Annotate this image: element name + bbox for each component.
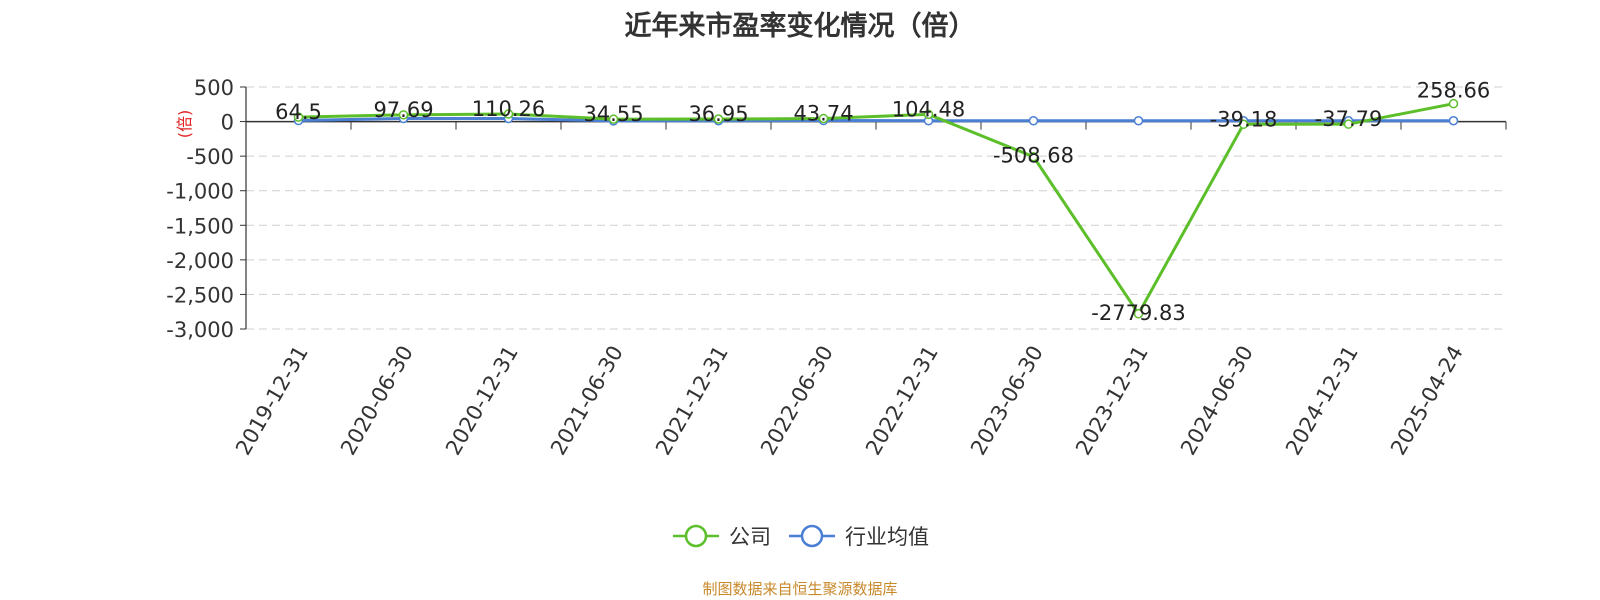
series-layer — [293, 98, 1459, 319]
label-layer: 64.5 97.69 110.26 34.55 36.95 43.74 104.48 -508… — [275, 79, 1490, 325]
data-label: 43.74 — [793, 102, 853, 126]
x-tick-label: 2020-06-30 — [336, 342, 418, 460]
data-point — [1343, 119, 1354, 129]
y-tick-label: -500 — [186, 145, 234, 169]
legend-label: 公司 — [729, 525, 771, 549]
x-tick-label: 2023-06-30 — [966, 342, 1048, 460]
x-tick-label: 2023-12-31 — [1071, 342, 1153, 460]
data-point — [1238, 119, 1249, 130]
x-tick-label: 2019-12-31 — [231, 342, 313, 460]
data-point — [1133, 115, 1144, 126]
series-line-0 — [298, 102, 1454, 316]
x-tick-label: 2021-06-30 — [546, 342, 628, 460]
y-tick-label: -2,000 — [166, 249, 234, 273]
legend-symbol-icon — [789, 524, 835, 548]
y-axis-label: (倍) — [175, 110, 194, 139]
legend: 公司 行业均值 — [0, 521, 1600, 551]
data-label: 97.69 — [373, 98, 433, 122]
x-tick-label: 2022-06-30 — [756, 342, 838, 460]
data-point — [1028, 151, 1039, 162]
legend-symbol-icon — [673, 524, 719, 548]
data-point — [1448, 115, 1459, 126]
legend-item-1[interactable]: 行业均值 — [787, 521, 929, 551]
data-label: 110.26 — [472, 97, 545, 121]
data-point — [608, 114, 619, 124]
data-point — [818, 113, 829, 124]
y-tick-label: -1,500 — [166, 214, 234, 238]
source-note: 制图数据来自恒生聚源数据库 — [702, 580, 898, 598]
data-label: 64.5 — [275, 100, 322, 124]
y-tick-label: 500 — [194, 76, 234, 100]
grid-layer — [246, 86, 1506, 330]
x-tick-label: 2020-12-31 — [441, 342, 523, 460]
data-point — [1133, 309, 1144, 319]
y-tick-label: -3,000 — [166, 318, 234, 342]
data-label: 258.66 — [1417, 79, 1490, 103]
data-point — [1448, 98, 1459, 109]
legend-item-0[interactable]: 公司 — [671, 521, 771, 551]
data-label: 104.48 — [892, 97, 965, 121]
data-point — [1028, 115, 1039, 126]
data-label: -508.68 — [993, 144, 1074, 168]
x-tick-label: 2022-12-31 — [861, 342, 943, 460]
x-tick-label: 2024-12-31 — [1281, 342, 1363, 460]
data-label: -37.79 — [1315, 107, 1383, 131]
legend-marker — [684, 524, 708, 548]
series-line-1 — [298, 116, 1454, 123]
legend-label: 行业均值 — [845, 525, 929, 549]
x-tick-label: 2025-04-24 — [1386, 342, 1468, 460]
legend-marker — [800, 524, 824, 548]
y-tick-label: 0 — [221, 111, 234, 135]
data-point — [713, 114, 724, 124]
y-tick-label: -1,000 — [166, 180, 234, 204]
data-label: -2779.83 — [1091, 301, 1185, 325]
chart-title: 近年来市盈率变化情况（倍） — [624, 11, 976, 42]
data-label: -39.18 — [1210, 107, 1278, 131]
data-point — [503, 109, 514, 119]
data-point — [398, 110, 409, 120]
data-label: 36.95 — [688, 102, 748, 126]
x-tick-label: 2021-12-31 — [651, 342, 733, 460]
data-label: 34.55 — [583, 102, 643, 126]
x-tick-label: 2024-06-30 — [1176, 342, 1258, 460]
data-point — [923, 109, 934, 120]
axis-layer: 500 0 -500 -1,000 -1,500 -2,000 -2,500 -3,000 (倍… — [166, 76, 1507, 460]
y-tick-label: -2,500 — [166, 283, 234, 307]
data-point — [293, 112, 304, 122]
